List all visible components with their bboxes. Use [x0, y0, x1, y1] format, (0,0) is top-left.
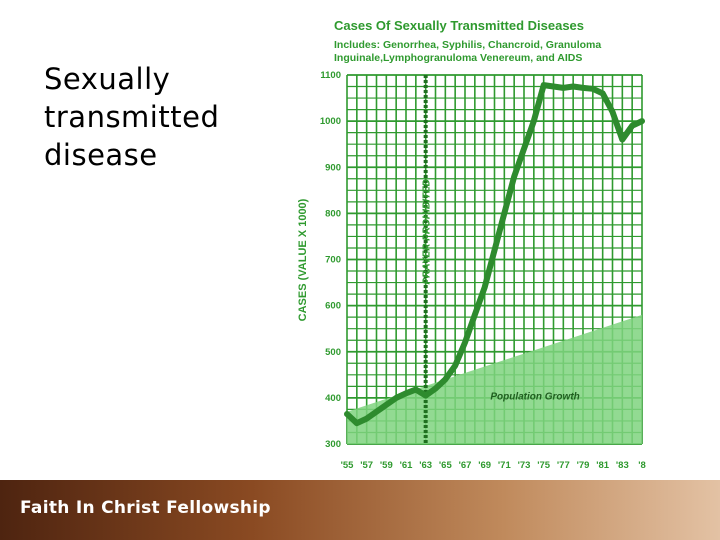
x-tick-label: '8	[638, 460, 646, 471]
y-tick-label: 700	[325, 255, 341, 266]
y-tick-labels: 300 400 500 600 700 800 900 1000 1100	[320, 70, 341, 450]
chart-subtitle-line-1: Includes: Genorrhea, Syphilis, Chancroid…	[334, 39, 601, 51]
y-axis-label: CASES (VALUE X 1000)	[297, 198, 309, 321]
y-tick-label: 900	[325, 162, 341, 173]
x-tick-label: '61	[400, 460, 414, 471]
y-tick-label: 300	[325, 439, 341, 450]
y-tick-label: 1100	[320, 70, 341, 81]
x-tick-label: '59	[380, 460, 393, 471]
cases-series-line	[344, 82, 645, 427]
line-layer	[344, 82, 645, 427]
y-tick-label: 400	[325, 393, 341, 404]
x-tick-label: '63	[419, 460, 432, 471]
x-tick-label: '83	[616, 460, 629, 471]
x-tick-label: '57	[360, 460, 373, 471]
chart-subtitle-line-2: Inguinale,Lymphogranuloma Venereum, and …	[334, 52, 582, 64]
chart-container: Cases Of Sexually Transmitted Diseases I…	[290, 0, 720, 480]
y-tick-label: 800	[325, 208, 341, 219]
chart-title: Cases Of Sexually Transmitted Diseases	[334, 18, 584, 33]
std-cases-chart: Cases Of Sexually Transmitted Diseases I…	[297, 18, 646, 471]
annotation-prayer-prohibited: PRAYER PROHIBITED	[422, 179, 433, 284]
footer-bar: Faith In Christ Fellowship	[0, 480, 720, 540]
x-tick-label: '75	[537, 460, 551, 471]
x-tick-label: '71	[498, 460, 512, 471]
x-tick-label: '55	[341, 460, 355, 471]
footer-brand: Faith In Christ Fellowship	[20, 498, 271, 518]
y-tick-label: 500	[325, 347, 341, 358]
y-tick-label: 600	[325, 301, 341, 312]
x-tick-label: '77	[557, 460, 570, 471]
x-tick-label: '73	[518, 460, 531, 471]
x-tick-label: '69	[478, 460, 491, 471]
population-growth-area	[347, 314, 642, 444]
x-tick-labels: '55 '57 '59 '61 '63 '65 '67 '69 '71 '73 '75 '77 '79 '…	[341, 460, 646, 471]
area-layer	[347, 314, 642, 444]
y-tick-label: 1000	[320, 116, 341, 127]
x-tick-label: '65	[439, 460, 453, 471]
slide-title: Sexually transmitted disease	[44, 62, 220, 172]
x-tick-label: '81	[596, 460, 610, 471]
x-tick-label: '79	[577, 460, 590, 471]
annotation-population-growth: Population Growth	[490, 392, 579, 403]
annotation-layer: PRAYER PROHIBITED Population Growth	[422, 75, 580, 444]
x-tick-label: '67	[459, 460, 472, 471]
